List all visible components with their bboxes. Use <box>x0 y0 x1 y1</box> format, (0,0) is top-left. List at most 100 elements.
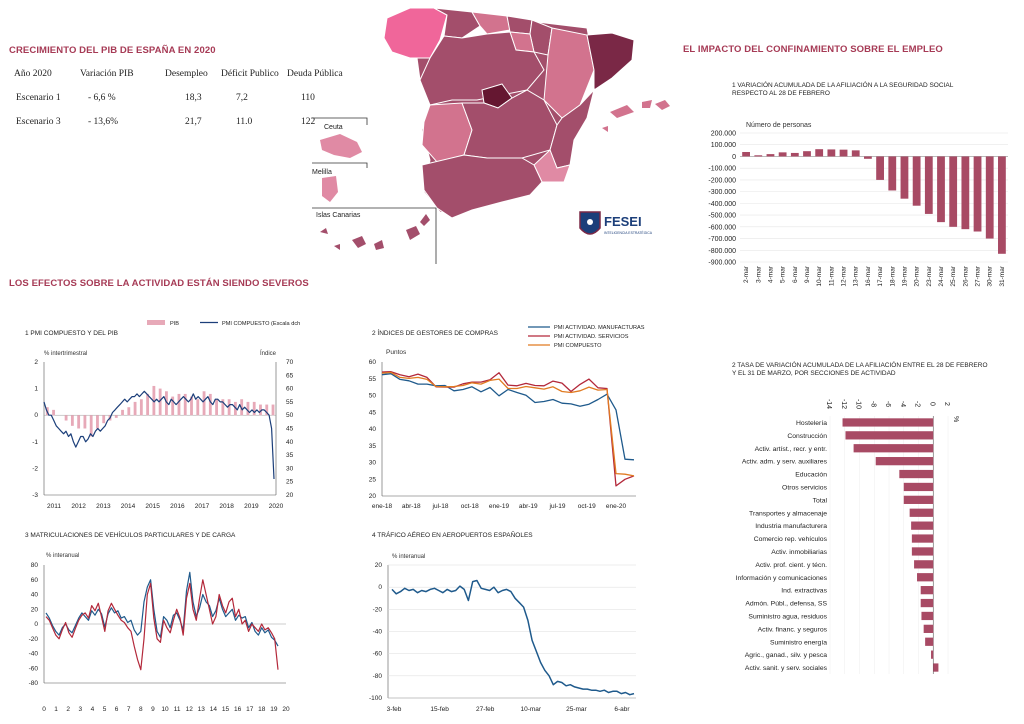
table-cell: - 6,6 % <box>88 93 116 103</box>
table-row: Escenario 1 - 6,6 % 18,3 7,2 110 <box>14 93 357 117</box>
x-tick-label: 27-feb <box>476 706 495 713</box>
sector-label: Total <box>813 497 828 504</box>
series-line <box>381 373 635 461</box>
y-tick-label: 60 <box>31 577 39 584</box>
x-tick-label: 1 <box>54 706 58 713</box>
x-tick-label: jul-18 <box>432 503 449 510</box>
x-tick-label: 17-mar <box>877 265 884 286</box>
x-tick-label: abr-19 <box>519 503 538 510</box>
map-region-valencia <box>549 88 595 169</box>
x-axis-unit: % <box>952 416 959 422</box>
y-tick-label: -40 <box>373 629 383 636</box>
y-tick-label-left: 2 <box>34 359 38 366</box>
afiliacion-bar <box>924 156 933 214</box>
pib-bar <box>246 401 250 416</box>
trafico-line <box>391 579 635 696</box>
y-tick-label-left: -3 <box>32 492 38 499</box>
map-region-cantabria <box>471 11 511 35</box>
x-tick-label: 6 <box>115 706 119 713</box>
chart3-title: 3 MATRICULACIONES DE VEHÍCULOS PARTICULA… <box>25 532 236 539</box>
chart4-trafico-aereo: % interanual 20 0 -20 -40 -60 -80 -100 3-feb 15-f… <box>369 554 636 713</box>
chart2-pmi-indices: PMI ACTIVIDAD. MANUFACTURAS PMI ACTIVIDAD… <box>369 325 645 510</box>
x-tick-label: 10-mar <box>816 265 823 286</box>
x-tick-label: 17 <box>246 706 254 713</box>
x-tick-label: -4 <box>899 401 906 407</box>
sector-bar <box>920 598 934 608</box>
chart2-title: 2 ÍNDICES DE GESTORES DE COMPRAS <box>372 330 498 337</box>
y-tick-label: -300.000 <box>708 189 736 196</box>
pib-bar <box>165 391 168 416</box>
table-cell: 122 <box>301 117 316 127</box>
logo-name: FESEI <box>604 214 642 229</box>
x-tick-label: 18-mar <box>889 265 896 286</box>
x-tick-label: 12-mar <box>841 265 848 286</box>
sector-label: Educación <box>795 472 827 479</box>
y-tick-label-right: 35 <box>286 452 294 459</box>
y-tick-label: 20 <box>369 493 377 500</box>
pib-bar <box>265 404 269 416</box>
y-tick-label: -60 <box>29 665 39 672</box>
y-axis-label-right: Índice <box>260 350 277 357</box>
map-region-canarias <box>320 214 430 250</box>
afiliacion-bar <box>827 149 836 157</box>
y-tick-label-right: 30 <box>286 465 294 472</box>
sector-bar <box>911 521 934 530</box>
y-tick-label-right: 70 <box>286 359 294 366</box>
chart1-pmi-pib: PIB PMI COMPUESTO (Escala dcha.) % intertr… <box>32 320 300 510</box>
pib-bar <box>202 391 206 416</box>
melilla-label: Melilla <box>312 169 332 176</box>
sector-label: Activ. inmobiliarias <box>771 549 827 556</box>
x-tick-label: 18 <box>258 706 266 713</box>
y-tick-label-left: -2 <box>32 465 38 472</box>
table-cell: 11.0 <box>236 117 253 127</box>
table-cell: 18,3 <box>185 93 202 103</box>
y-tick-label-right: 65 <box>286 372 294 379</box>
x-tick-label: abr-18 <box>402 503 421 510</box>
sector-label: Industria manufacturera <box>755 523 827 530</box>
y-tick-label: -100 <box>369 695 382 702</box>
x-tick-label: 30-mar <box>987 265 994 286</box>
x-tick-label: 3 <box>78 706 82 713</box>
y-tick-label: -80 <box>29 680 39 687</box>
x-tick-label: 14 <box>210 706 218 713</box>
y-tick-label-right: 45 <box>286 426 294 433</box>
x-tick-label: 20 <box>282 706 290 713</box>
x-tick-label: 2012 <box>71 503 86 510</box>
afiliacion-bar <box>766 154 775 157</box>
y-tick-label-right: 40 <box>286 439 294 446</box>
x-tick-label: 8 <box>139 706 143 713</box>
x-tick-label: 23-mar <box>926 265 933 286</box>
melilla-frame <box>312 162 368 168</box>
sector-bar <box>911 547 934 556</box>
y-axis-label: Puntos <box>386 349 407 356</box>
employment-section-title: EL IMPACTO DEL CONFINAMIENTO SOBRE EL EM… <box>683 44 943 55</box>
y-tick-label: 20 <box>31 606 39 613</box>
pib-bar <box>121 409 124 416</box>
x-tick-label: 19 <box>270 706 278 713</box>
x-tick-label: 15-feb <box>430 706 449 713</box>
y-tick-label: 0 <box>378 584 382 591</box>
sector-bar <box>925 637 934 646</box>
chart5-title-line: RESPECTO AL 28 DE FEBRERO <box>732 90 830 97</box>
afiliacion-bar <box>998 156 1006 254</box>
afiliacion-bar <box>937 156 945 223</box>
sector-bar <box>920 586 934 595</box>
pib-bar <box>139 399 143 416</box>
gdp-section-title: CRECIMIENTO DEL PIB DE ESPAÑA EN 2020 <box>9 45 216 56</box>
pib-bar <box>171 396 175 416</box>
x-tick-label: 4 <box>91 706 95 713</box>
x-tick-label: 2017 <box>195 503 210 510</box>
sector-bar <box>911 534 934 543</box>
y-tick-label: -600.000 <box>708 224 736 231</box>
afiliacion-bar <box>985 156 994 239</box>
x-tick-label: 2013 <box>96 503 111 510</box>
canarias-label: Islas Canarias <box>316 212 361 219</box>
pib-bar <box>102 415 106 424</box>
afiliacion-bar <box>742 151 750 157</box>
sector-bar <box>903 495 934 504</box>
ceuta-frame <box>312 117 368 125</box>
x-tick-label: ene-18 <box>372 503 393 510</box>
x-tick-label: 5-mar <box>780 265 787 283</box>
pib-bar <box>215 399 218 416</box>
y-tick-label: -700.000 <box>708 236 736 243</box>
